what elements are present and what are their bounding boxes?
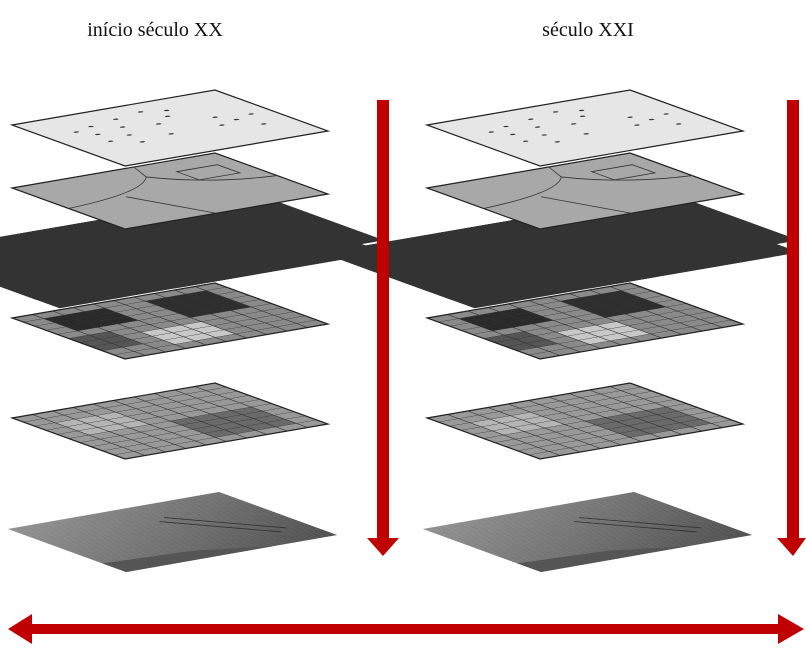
column-title: início século XX (87, 19, 223, 41)
layer-stack (423, 90, 752, 572)
diagram: início século XX século XXI (0, 0, 806, 650)
column-title: século XXI (542, 19, 634, 41)
page: {"columns": [{"title": "início século XX… (0, 0, 806, 650)
layer-stack (8, 90, 337, 572)
